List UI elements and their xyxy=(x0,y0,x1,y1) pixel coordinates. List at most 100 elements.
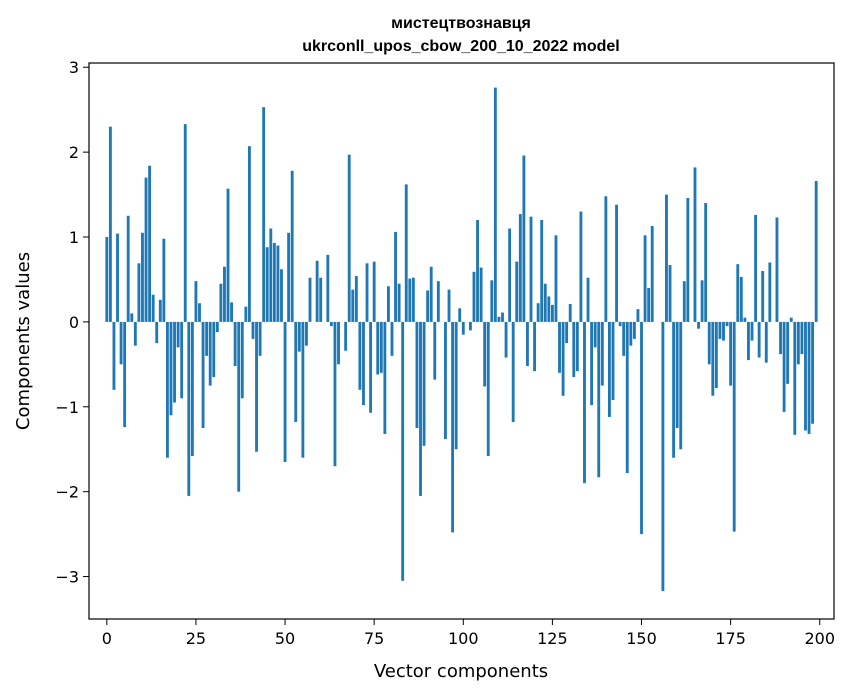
bar xyxy=(276,245,280,322)
bar xyxy=(180,321,184,399)
bar xyxy=(376,321,380,375)
x-tick-label: 100 xyxy=(448,629,479,648)
bar xyxy=(212,321,216,378)
y-axis: −3 −2 −1 0 1 2 3 xyxy=(55,58,89,587)
bar xyxy=(511,321,515,423)
bar xyxy=(547,296,551,322)
bar xyxy=(408,278,412,322)
bar xyxy=(629,321,633,346)
bar xyxy=(611,321,615,400)
bar xyxy=(379,321,383,373)
bar xyxy=(158,299,162,322)
bar xyxy=(347,154,351,322)
bar xyxy=(714,321,718,389)
bar xyxy=(319,277,323,322)
bar xyxy=(240,321,244,399)
bar xyxy=(782,321,786,412)
bar xyxy=(711,321,715,396)
bar xyxy=(144,177,148,322)
bar xyxy=(732,321,736,532)
bar xyxy=(739,276,743,322)
bar xyxy=(468,321,472,331)
bar xyxy=(461,321,465,335)
bar xyxy=(497,316,501,322)
bar xyxy=(112,321,116,390)
y-axis-label: Components values xyxy=(13,252,34,430)
bar xyxy=(640,321,643,535)
bar xyxy=(807,321,811,434)
bar xyxy=(365,263,369,322)
bar xyxy=(504,321,508,358)
x-axis: 0 25 50 75 100 125 150 175 200 xyxy=(102,619,835,648)
bar xyxy=(618,321,622,327)
bar xyxy=(272,242,276,322)
bar xyxy=(665,194,668,322)
bar xyxy=(329,321,333,327)
bar xyxy=(572,321,576,378)
bar xyxy=(490,280,494,322)
bar xyxy=(764,321,768,363)
bar xyxy=(743,317,747,322)
bar xyxy=(187,321,191,496)
bar xyxy=(590,321,594,406)
bar xyxy=(647,287,651,322)
bar xyxy=(451,321,455,533)
y-tick-label: −2 xyxy=(55,483,79,502)
bar xyxy=(326,254,330,322)
bar xyxy=(265,247,269,322)
bar xyxy=(533,321,536,372)
bar xyxy=(679,321,683,450)
bar xyxy=(123,321,127,428)
bar xyxy=(493,87,497,322)
bar xyxy=(201,321,205,429)
bar xyxy=(604,196,608,322)
bar xyxy=(558,321,561,373)
bar xyxy=(166,321,169,458)
bar xyxy=(116,233,119,322)
bar xyxy=(447,289,451,322)
bar xyxy=(333,321,337,467)
bar xyxy=(632,321,636,339)
x-tick-label: 175 xyxy=(715,629,746,648)
bar xyxy=(518,214,522,322)
bar xyxy=(625,321,629,473)
bar xyxy=(198,303,201,322)
bar xyxy=(280,269,283,322)
bar xyxy=(208,321,212,386)
bar xyxy=(137,263,141,322)
bar xyxy=(387,286,390,322)
bar xyxy=(643,235,647,322)
bar xyxy=(454,321,458,450)
bar xyxy=(579,211,583,322)
bar xyxy=(258,321,262,356)
bar xyxy=(476,220,479,322)
bar xyxy=(775,217,779,322)
bar xyxy=(761,270,765,322)
bar xyxy=(244,306,248,322)
bar xyxy=(718,321,722,339)
bar xyxy=(565,321,569,344)
bar xyxy=(415,321,419,429)
bar xyxy=(426,290,430,322)
bar xyxy=(148,165,152,322)
y-tick-label: −3 xyxy=(55,568,79,587)
bar xyxy=(358,321,362,390)
bar xyxy=(779,321,782,355)
bar xyxy=(223,266,226,322)
bar xyxy=(768,262,772,322)
bar xyxy=(529,216,533,322)
bar xyxy=(337,321,340,365)
bar xyxy=(294,321,298,423)
bar xyxy=(668,265,672,322)
bar xyxy=(593,321,597,348)
bar xyxy=(568,304,572,322)
bar xyxy=(501,312,504,322)
bar xyxy=(722,321,725,341)
bar xyxy=(444,321,447,440)
y-tick-label: 2 xyxy=(69,143,79,162)
bar xyxy=(411,277,415,322)
bar xyxy=(372,261,376,322)
bar xyxy=(354,276,358,322)
x-axis-label: Vector components xyxy=(374,661,548,682)
bar xyxy=(351,289,355,322)
